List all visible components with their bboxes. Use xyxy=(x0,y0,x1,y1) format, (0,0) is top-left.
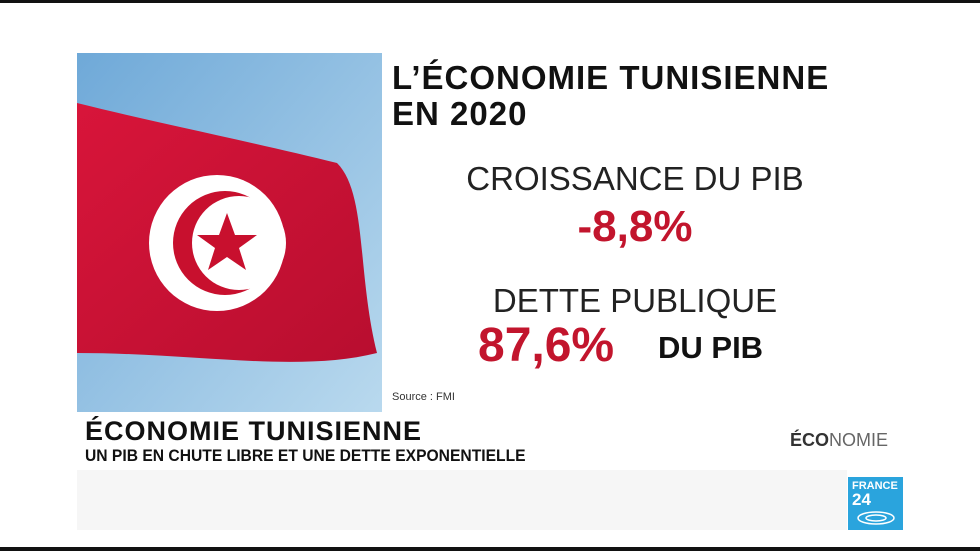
stat-suffix: DU PIB xyxy=(658,330,764,365)
logo-top: FRANCE xyxy=(852,480,898,492)
section-bold: ÉCO xyxy=(790,430,830,450)
lower-third-subtitle: UN PIB EN CHUTE LIBRE ET UNE DETTE EXPON… xyxy=(85,446,526,465)
logo-bottom: 24 xyxy=(852,490,871,509)
source: Source : FMI xyxy=(392,391,455,403)
ticker-band xyxy=(77,470,847,530)
stat-value: 87,6% xyxy=(478,319,615,372)
stat-label: DETTE PUBLIQUE xyxy=(492,282,778,319)
logo-waves xyxy=(857,511,895,525)
section-tag: ÉCONOMIE xyxy=(790,430,888,451)
letterbox-bottom xyxy=(0,547,980,551)
stat-label: CROISSANCE DU PIB xyxy=(466,160,804,197)
letterbox-top xyxy=(0,0,980,3)
logo: FRANCE 24 xyxy=(848,477,903,530)
lower-third-title: ÉCONOMIE TUNISIENNE xyxy=(85,416,423,446)
section-light: NOMIE xyxy=(829,430,889,450)
stat-value: -8,8% xyxy=(577,202,693,251)
headline-line: EN 2020 xyxy=(392,95,528,132)
flag-image xyxy=(77,53,382,412)
headline-line: L’ÉCONOMIE TUNISIENNE xyxy=(392,59,830,96)
